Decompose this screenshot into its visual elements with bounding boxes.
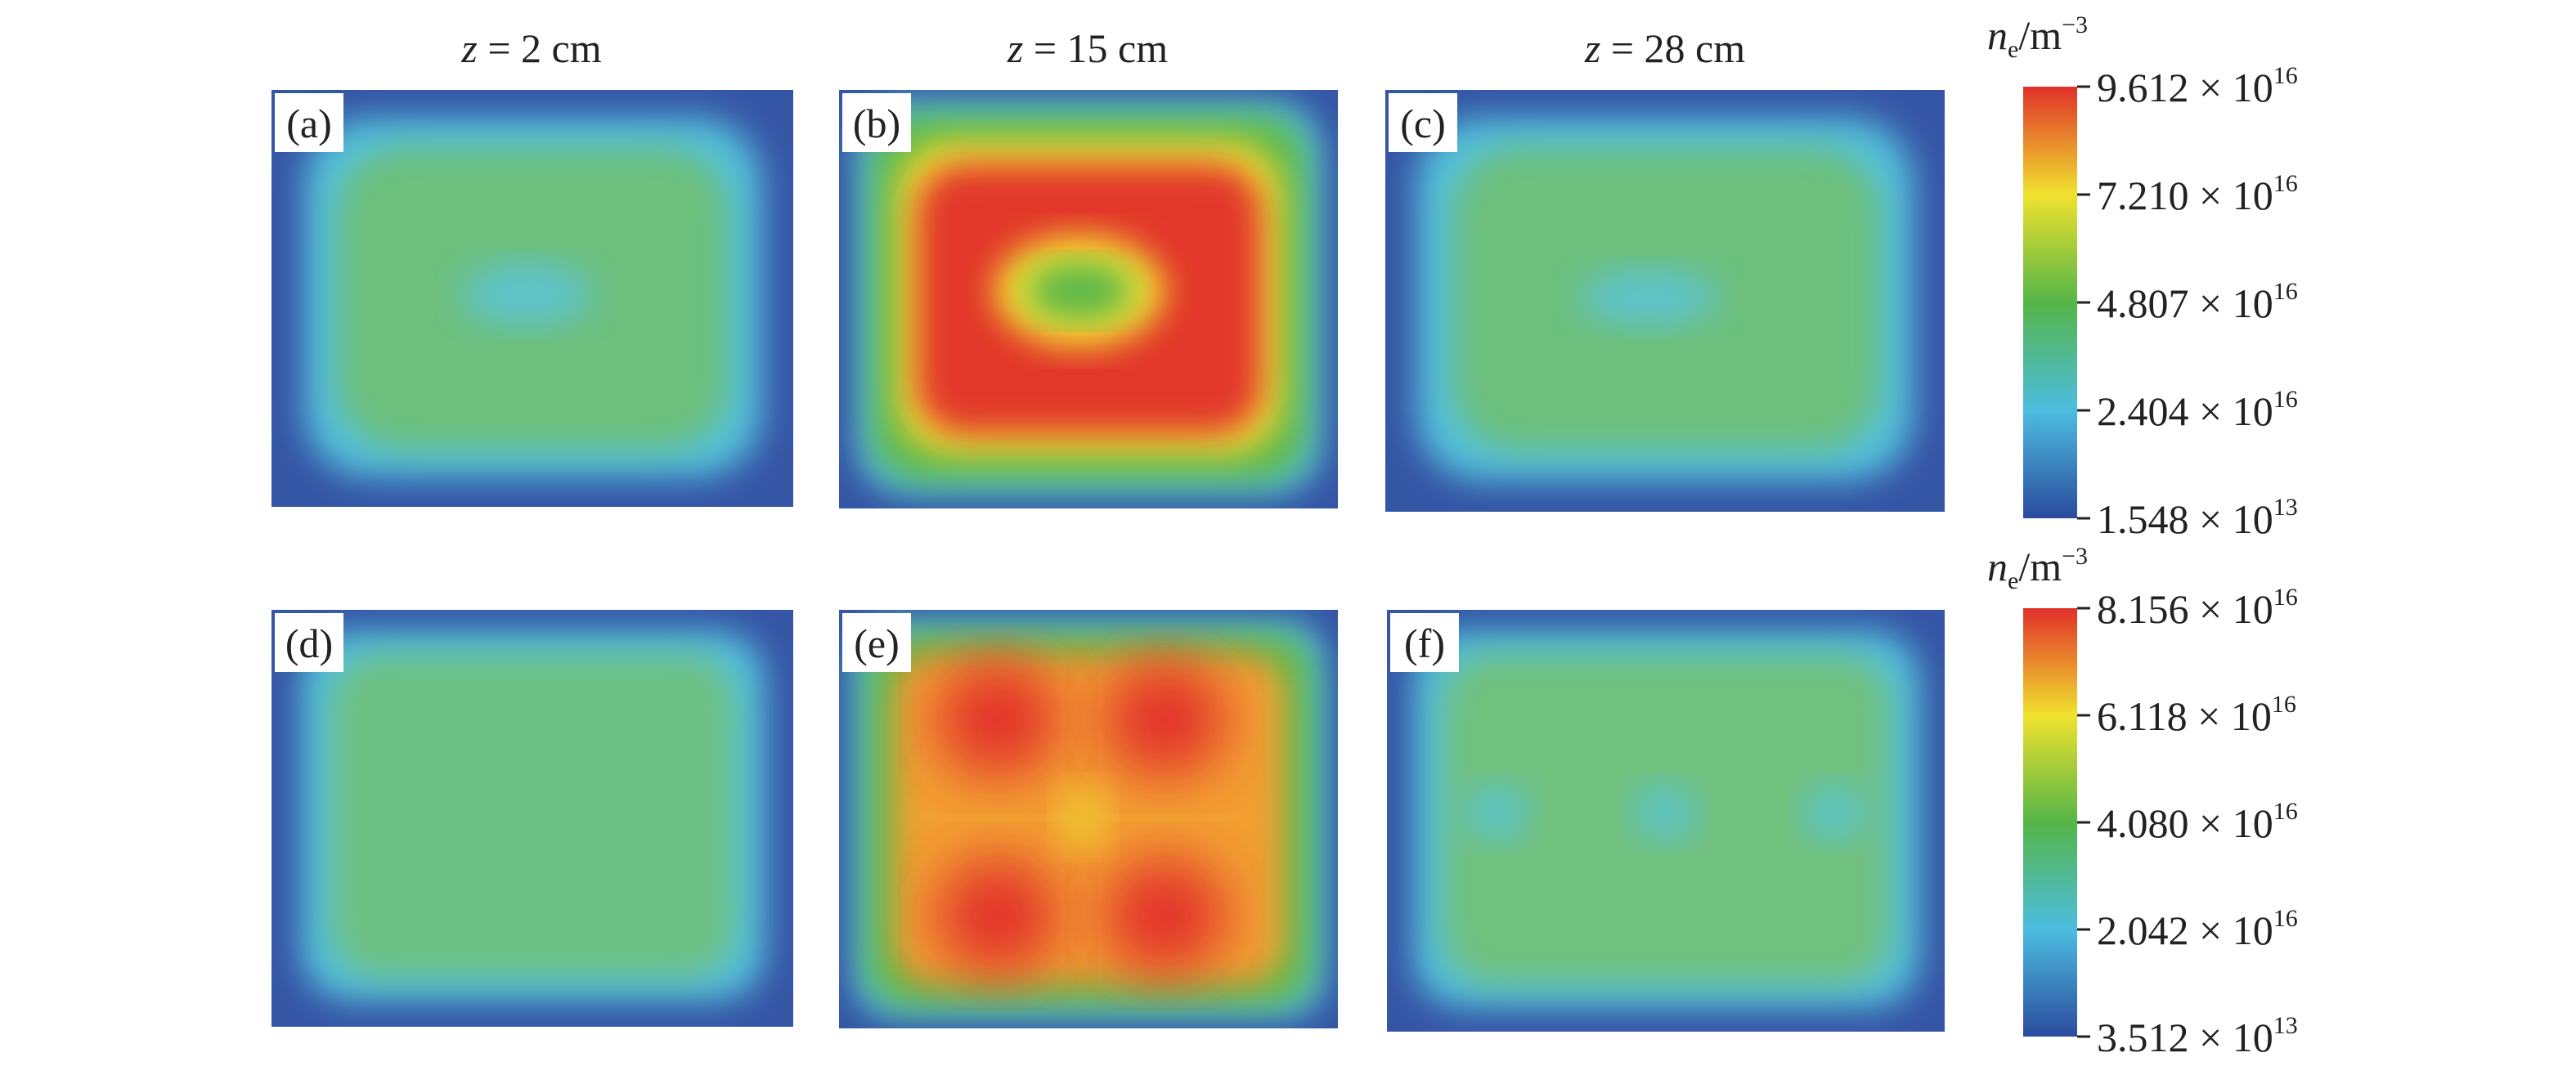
mantissa: 2.042 × 10 (2097, 907, 2273, 953)
symbol: n (1987, 544, 2008, 589)
colorbar-tick-label: 1.548 × 1013 (2097, 494, 2298, 542)
mantissa: 3.512 × 10 (2097, 1014, 2273, 1060)
exponent: 16 (2273, 62, 2298, 89)
colorbar-tick-label: 8.156 × 1016 (2097, 584, 2298, 632)
subscript: e (2008, 36, 2018, 63)
mantissa: 9.612 × 10 (2097, 65, 2273, 110)
variable: z (1007, 25, 1023, 71)
panel-label: (e) (854, 620, 900, 666)
panel-label-box (1390, 613, 1459, 672)
panel-label: (c) (1400, 101, 1446, 146)
mantissa: 1.548 × 10 (2097, 496, 2273, 542)
colorbar-title: ne/m−3 (1987, 11, 2088, 63)
panel-label-box (1389, 93, 1457, 152)
heatmap (272, 90, 793, 507)
exponent: 16 (2273, 386, 2298, 413)
variable: z (460, 25, 477, 71)
exponent: 13 (2273, 1012, 2298, 1039)
mantissa: 4.807 × 10 (2097, 280, 2273, 326)
column-title: z = 28 cm (1584, 25, 1745, 71)
title-text: = 28 cm (1600, 25, 1745, 71)
heatmap (839, 90, 1338, 508)
colorbar-title: ne/m−3 (1987, 543, 2088, 594)
colorbar-tick-label: 2.404 × 1016 (2097, 386, 2298, 434)
exponent: 16 (2273, 584, 2298, 611)
panel-label: (d) (285, 620, 333, 666)
colorbar-tick-label: 6.118 × 1016 (2097, 691, 2296, 739)
exponent: 16 (2273, 798, 2298, 825)
unit: /m (2018, 12, 2062, 58)
superscript: −3 (2062, 543, 2088, 570)
colorbar-tick-label: 4.807 × 1016 (2097, 278, 2298, 326)
colorbar (2023, 87, 2077, 518)
colorbar (2023, 608, 2077, 1037)
panel-label: (b) (853, 101, 900, 146)
mantissa: 8.156 × 10 (2097, 586, 2273, 632)
mantissa: 2.404 × 10 (2097, 388, 2273, 434)
heatmap (839, 610, 1338, 1028)
symbol: n (1987, 12, 2008, 58)
exponent: 16 (2273, 170, 2298, 197)
colorbar-tick-label: 4.080 × 1016 (2097, 798, 2298, 846)
title-text: = 15 cm (1023, 25, 1168, 71)
column-title: z = 15 cm (1007, 25, 1168, 71)
title-text: = 2 cm (478, 25, 602, 71)
panel-label-box (842, 93, 911, 152)
subscript: e (2008, 567, 2018, 594)
unit: /m (2018, 544, 2062, 589)
superscript: −3 (2062, 11, 2088, 38)
exponent: 13 (2273, 494, 2298, 521)
mantissa: 7.210 × 10 (2097, 172, 2273, 218)
panel-label-box (275, 613, 343, 672)
exponent: 16 (2273, 905, 2298, 932)
mantissa: 6.118 × 10 (2097, 693, 2272, 739)
colorbar-tick-label: 7.210 × 1016 (2097, 170, 2298, 218)
panel-label-box (842, 613, 911, 672)
panel-label: (f) (1404, 620, 1445, 666)
panel-label: (a) (286, 101, 332, 146)
variable: z (1584, 25, 1600, 71)
exponent: 16 (2272, 691, 2296, 718)
colorbar-tick-label: 3.512 × 1013 (2097, 1012, 2298, 1060)
panel-label-box (275, 93, 343, 152)
exponent: 16 (2273, 278, 2298, 305)
mantissa: 4.080 × 10 (2097, 800, 2273, 846)
colorbar-tick-label: 2.042 × 1016 (2097, 905, 2298, 953)
colorbar-tick-label: 9.612 × 1016 (2097, 62, 2298, 110)
heatmap (1387, 610, 1945, 1032)
heatmap (1385, 90, 1945, 512)
column-title: z = 2 cm (460, 25, 601, 71)
heatmap (272, 610, 793, 1027)
